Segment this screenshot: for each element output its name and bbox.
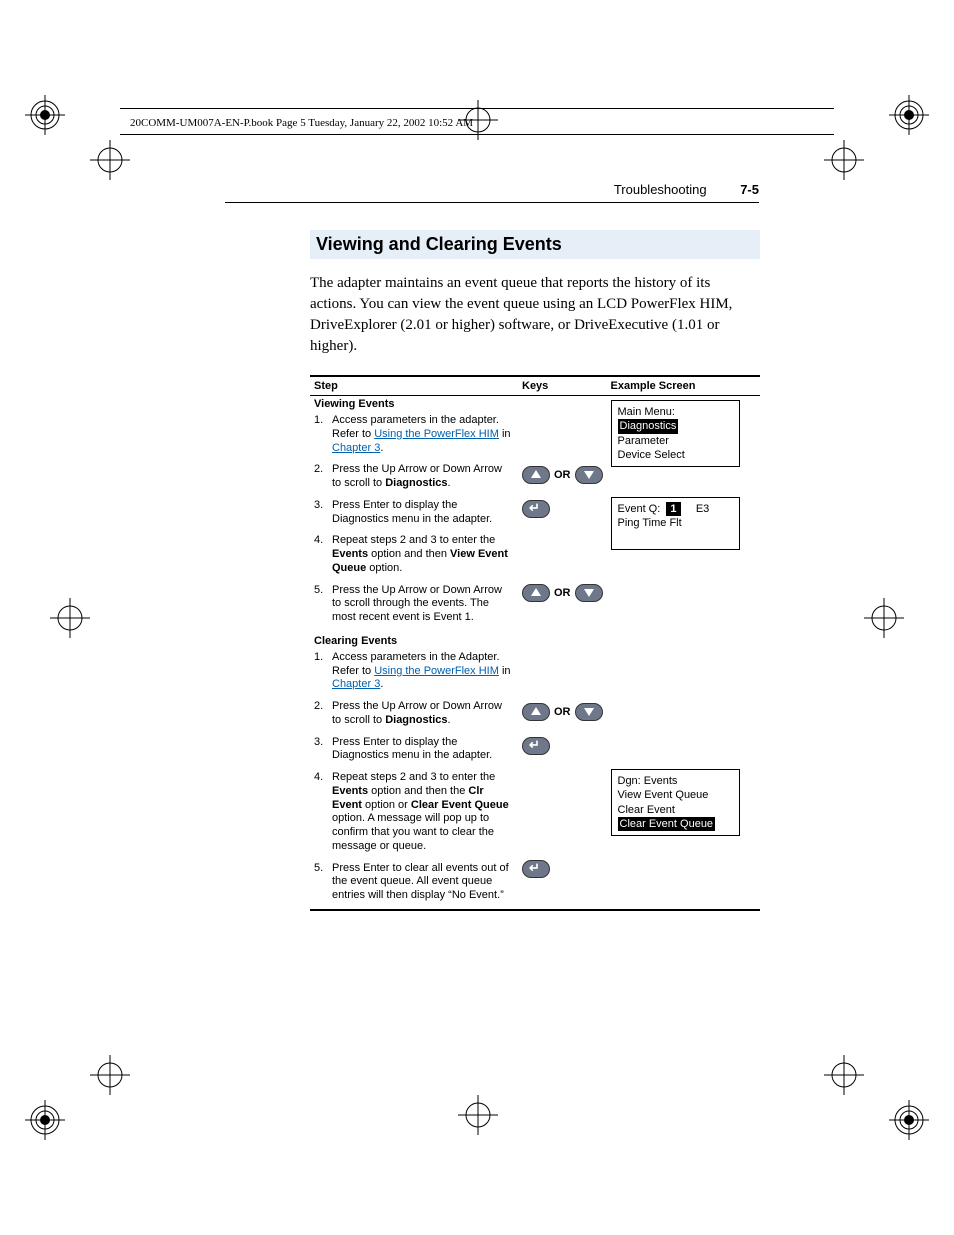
book-header: 20COMM-UM007A-EN-P.book Page 5 Tuesday, … bbox=[130, 117, 473, 129]
th-screen: Example Screen bbox=[607, 376, 761, 396]
link-using-him[interactable]: Using the PowerFlex HIM bbox=[374, 665, 499, 677]
cross-mark bbox=[90, 140, 130, 180]
cross-mark bbox=[824, 1055, 864, 1095]
down-arrow-icon bbox=[575, 466, 603, 484]
clearing-step-3: Press Enter to display the Diagnostics m… bbox=[332, 736, 514, 764]
th-step: Step bbox=[310, 376, 518, 396]
keys-up-or-down: OR bbox=[522, 466, 603, 484]
clearing-step-5: Press Enter to clear all events out of t… bbox=[332, 862, 514, 903]
link-using-him[interactable]: Using the PowerFlex HIM bbox=[374, 428, 499, 440]
viewing-step-2: Press the Up Arrow or Down Arrow to scro… bbox=[332, 463, 514, 491]
clearing-step-1: Access parameters in the Adapter. Refer … bbox=[332, 651, 514, 692]
cross-mark bbox=[90, 1055, 130, 1095]
screen-dgn-events: Dgn: Events View Event Queue Clear Event… bbox=[611, 769, 740, 836]
header-rule bbox=[225, 202, 759, 203]
clearing-title: Clearing Events bbox=[314, 635, 514, 647]
crop-mark-tl bbox=[25, 95, 65, 135]
header-rule bbox=[120, 108, 834, 109]
up-arrow-icon bbox=[522, 703, 550, 721]
screen-main-menu: Main Menu: Diagnostics Parameter Device … bbox=[611, 400, 740, 467]
enter-key-icon bbox=[522, 737, 550, 755]
cross-mark bbox=[864, 598, 904, 638]
link-chapter-3[interactable]: Chapter 3 bbox=[332, 442, 380, 454]
viewing-step-4: Repeat steps 2 and 3 to enter the Events… bbox=[332, 534, 514, 575]
crop-mark-bl bbox=[25, 1100, 65, 1140]
crop-mark-tr bbox=[889, 95, 929, 135]
page-number: 7-5 bbox=[740, 182, 759, 197]
keys-up-or-down: OR bbox=[522, 584, 603, 602]
viewing-step-5: Press the Up Arrow or Down Arrow to scro… bbox=[332, 584, 514, 625]
cross-mark bbox=[50, 598, 90, 638]
viewing-step-3: Press Enter to display the Diagnostics m… bbox=[332, 499, 514, 527]
steps-table: Step Keys Example Screen Viewing Events … bbox=[310, 375, 760, 911]
down-arrow-icon bbox=[575, 584, 603, 602]
down-arrow-icon bbox=[575, 703, 603, 721]
keys-up-or-down: OR bbox=[522, 703, 603, 721]
screen-event-q: Event Q: 1 E3 Ping Time Flt bbox=[611, 497, 740, 550]
section-name: Troubleshooting bbox=[614, 182, 707, 197]
page-header: Troubleshooting 7-5 bbox=[225, 182, 759, 197]
crop-mark-br bbox=[889, 1100, 929, 1140]
intro-paragraph: The adapter maintains an event queue tha… bbox=[310, 273, 760, 357]
viewing-step-1: Access parameters in the adapter. Refer … bbox=[332, 414, 514, 455]
section-title: Viewing and Clearing Events bbox=[310, 230, 760, 259]
clearing-step-4: Repeat steps 2 and 3 to enter the Events… bbox=[332, 771, 514, 854]
link-chapter-3[interactable]: Chapter 3 bbox=[332, 678, 380, 690]
up-arrow-icon bbox=[522, 466, 550, 484]
cross-mark bbox=[824, 140, 864, 180]
clearing-step-2: Press the Up Arrow or Down Arrow to scro… bbox=[332, 700, 514, 728]
th-keys: Keys bbox=[518, 376, 607, 396]
viewing-title: Viewing Events bbox=[314, 398, 514, 410]
enter-key-icon bbox=[522, 500, 550, 518]
cross-mark bbox=[458, 1095, 498, 1135]
enter-key-icon bbox=[522, 860, 550, 878]
header-rule bbox=[120, 134, 834, 135]
up-arrow-icon bbox=[522, 584, 550, 602]
